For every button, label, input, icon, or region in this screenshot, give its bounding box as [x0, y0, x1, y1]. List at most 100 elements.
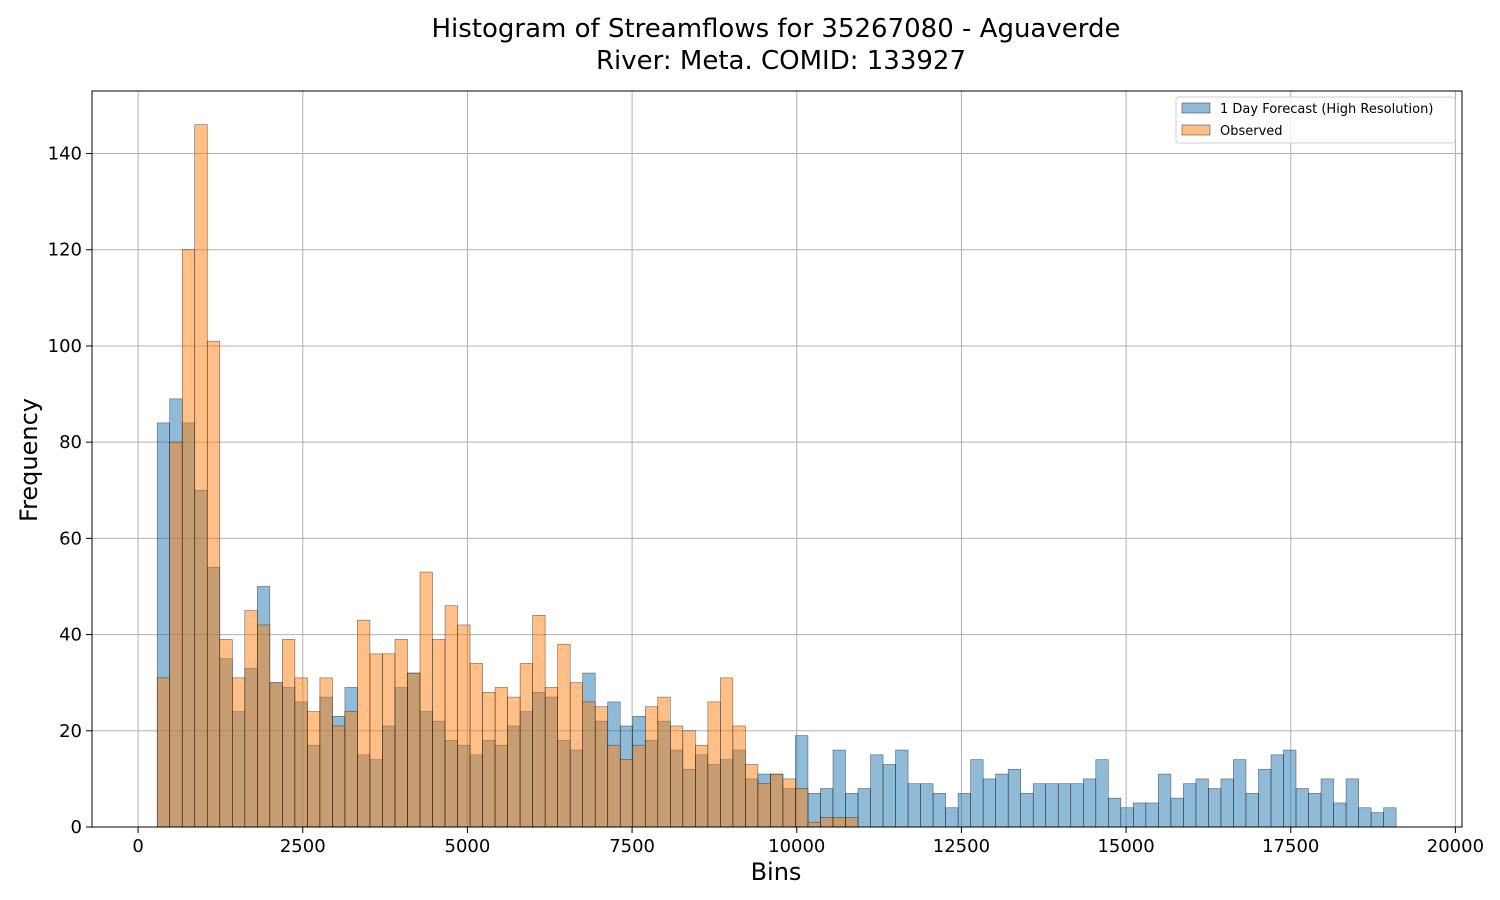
y-tick-label: 20: [59, 721, 82, 742]
plot-frame: [91, 90, 1463, 828]
bar: [1320, 778, 1334, 828]
bar: [1295, 788, 1309, 828]
y-tick-label: 40: [59, 625, 82, 646]
bar: [569, 682, 583, 828]
x-tick-label: 5000: [445, 836, 491, 857]
bar: [644, 706, 659, 828]
bar: [282, 639, 296, 828]
bar: [920, 783, 934, 828]
bar: [1220, 778, 1234, 828]
bar: [669, 725, 684, 828]
bar: [494, 687, 508, 828]
bar: [632, 744, 646, 828]
bar: [544, 687, 558, 828]
bar: [1345, 778, 1359, 828]
bar: [732, 725, 746, 828]
bar: [1145, 802, 1159, 828]
bar: [1070, 783, 1084, 828]
bar: [1133, 802, 1147, 828]
y-tick-label: 140: [48, 144, 82, 165]
bar: [519, 663, 533, 828]
bar: [882, 764, 896, 828]
bar: [1120, 807, 1134, 828]
bar: [832, 749, 846, 828]
legend-label-observed: Observed: [1220, 124, 1283, 139]
bar: [1370, 812, 1384, 828]
y-tick-label: 80: [59, 432, 82, 453]
bar: [1158, 773, 1172, 828]
bar: [419, 571, 433, 828]
bar: [394, 639, 408, 828]
bar: [1270, 754, 1284, 828]
x-axis-label: Bins: [751, 858, 802, 886]
y-tick-label: 60: [59, 528, 82, 549]
chart-title: Histogram of Streamflows for 35267080 - …: [432, 14, 1121, 44]
y-tick-label: 120: [48, 240, 82, 261]
bar: [957, 793, 971, 828]
bar: [444, 605, 458, 828]
bar: [607, 744, 621, 828]
bar: [1045, 783, 1059, 828]
bar: [1057, 783, 1072, 828]
bar: [206, 340, 221, 828]
bar: [257, 624, 271, 828]
bar: [1082, 778, 1097, 828]
bar: [1208, 788, 1222, 828]
x-tick-label: 12500: [933, 836, 990, 857]
bar: [432, 639, 446, 828]
bar: [657, 696, 671, 828]
bar: [1183, 783, 1197, 828]
bar: [982, 778, 996, 828]
bar: [770, 773, 784, 828]
bar: [945, 807, 959, 828]
bar: [532, 615, 546, 828]
bar: [294, 677, 308, 828]
bar: [1283, 749, 1297, 828]
bar: [594, 706, 609, 828]
legend: 1 Day Forecast (High Resolution) Observe…: [1175, 96, 1456, 144]
bar: [332, 725, 346, 828]
x-tick-label: 2500: [280, 836, 326, 857]
bar: [619, 759, 634, 828]
bar: [1095, 759, 1109, 828]
bar: [995, 773, 1009, 828]
y-tick-label: 100: [48, 336, 82, 357]
bar: [582, 701, 596, 828]
bar: [682, 730, 696, 828]
bar: [1020, 793, 1034, 828]
x-tick-label: 15000: [1097, 836, 1154, 857]
bar: [319, 677, 333, 828]
bar: [745, 764, 759, 828]
legend-box: [1175, 96, 1456, 144]
x-tick-label: 20000: [1427, 836, 1484, 857]
bar: [1233, 759, 1247, 828]
x-tick-label: 17500: [1262, 836, 1319, 857]
legend-label-forecast: 1 Day Forecast (High Resolution): [1220, 102, 1433, 117]
bar: [469, 663, 483, 828]
bar: [369, 653, 383, 828]
x-tick-label: 0: [132, 836, 143, 857]
bar: [845, 817, 859, 828]
bar: [1258, 768, 1272, 828]
bar: [1007, 768, 1022, 828]
bar: [1032, 783, 1047, 828]
bar: [757, 783, 771, 828]
y-axis-label: Frequency: [15, 398, 43, 522]
bar: [382, 653, 396, 828]
bar: [870, 754, 884, 828]
bar: [482, 692, 496, 828]
bar: [857, 788, 871, 828]
bar: [1245, 793, 1259, 828]
y-tick-label: 0: [71, 817, 82, 838]
bar: [970, 759, 984, 828]
bar: [156, 677, 171, 828]
grid-lines: [92, 91, 1462, 828]
bar: [194, 124, 208, 828]
x-tick-label: 10000: [768, 836, 825, 857]
bar: [820, 817, 834, 828]
legend-swatch-forecast: [1181, 102, 1211, 114]
bar: [344, 711, 358, 828]
bar: [1195, 778, 1209, 828]
chart-subtitle: River: Meta. COMID: 133927: [596, 46, 966, 76]
